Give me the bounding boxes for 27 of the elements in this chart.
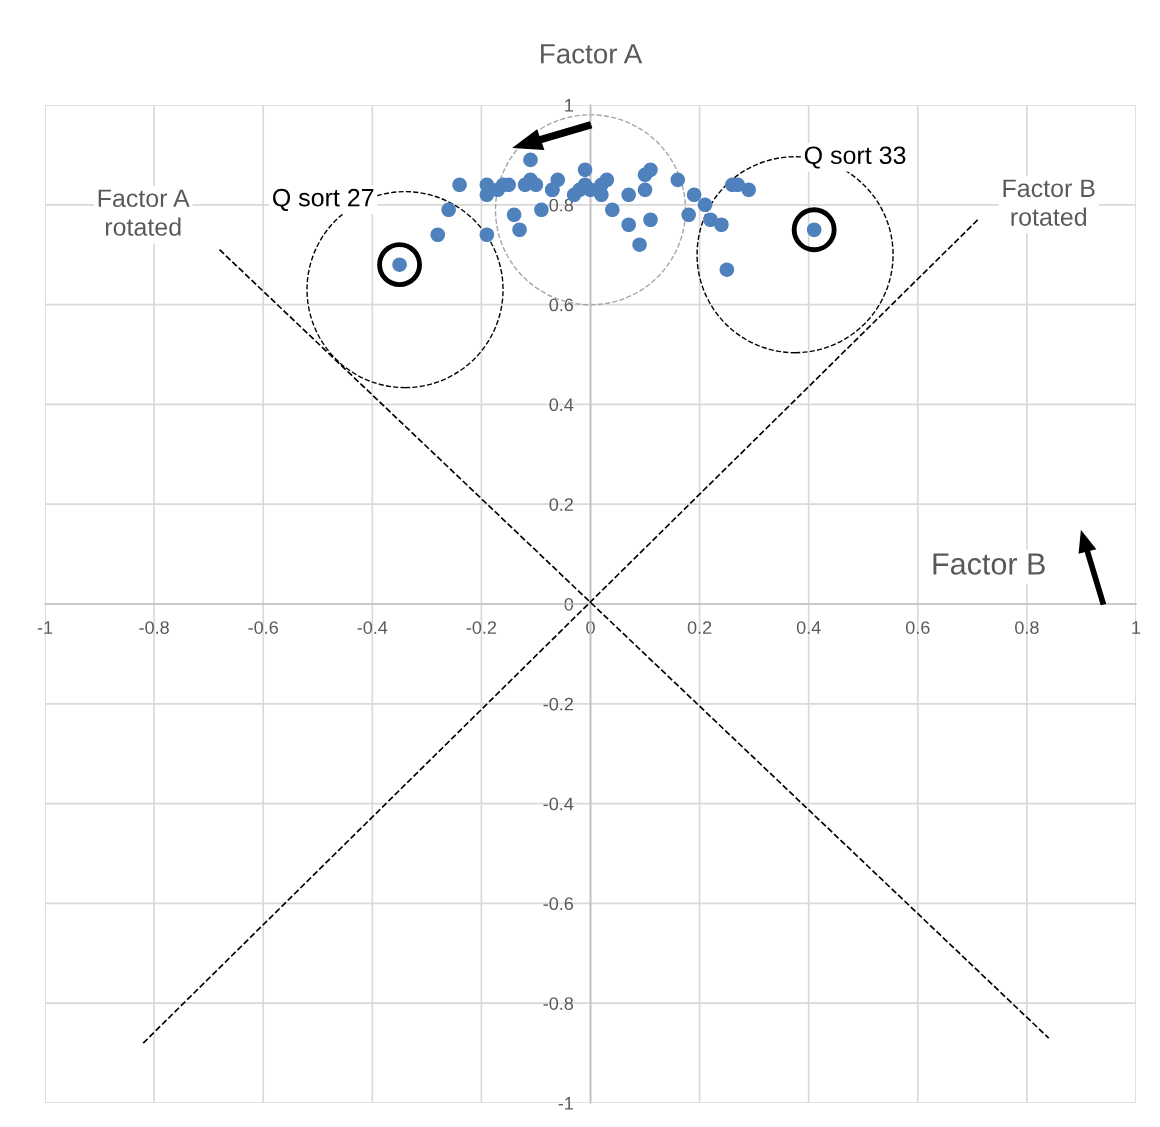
annotation: Q sort 27 xyxy=(272,188,374,211)
x-tick-label: -0.4 xyxy=(357,621,388,634)
y-tick-label: 0.8 xyxy=(549,198,574,212)
y-tick-label: -0.8 xyxy=(543,997,574,1010)
chart-title: Factor A xyxy=(541,44,643,64)
y-tick-label: -1 xyxy=(558,1097,573,1110)
y-tick-label: 0 xyxy=(564,597,574,611)
y-tick-label: 0.6 xyxy=(549,298,574,312)
x-tick-label: -0.6 xyxy=(248,621,278,634)
x-tick-label: 0.4 xyxy=(796,621,821,634)
annotation: Q sort 33 xyxy=(804,146,906,169)
x-tick-label: -0.2 xyxy=(466,621,497,634)
annotation: Factor A rotated xyxy=(98,189,190,236)
annotation: Factor B rotated xyxy=(1003,179,1095,226)
y-tick-label: -0.4 xyxy=(543,797,574,811)
y-tick-label: -0.6 xyxy=(543,897,574,911)
x-tick-label: -0.8 xyxy=(139,621,169,634)
x-tick-label: -1 xyxy=(37,621,53,634)
x-tick-label: 0.8 xyxy=(1015,621,1039,634)
y-tick-label: 0.2 xyxy=(549,498,573,511)
x-tick-label: 0.2 xyxy=(687,621,712,634)
annotation: Factor B xyxy=(933,553,1045,575)
x-tick-label: 1 xyxy=(1132,621,1141,634)
y-tick-label: 0.4 xyxy=(549,398,574,412)
y-tick-label: -0.2 xyxy=(543,697,573,711)
x-tick-label: 0.6 xyxy=(905,621,930,634)
y-tick-label: 1 xyxy=(565,99,573,112)
